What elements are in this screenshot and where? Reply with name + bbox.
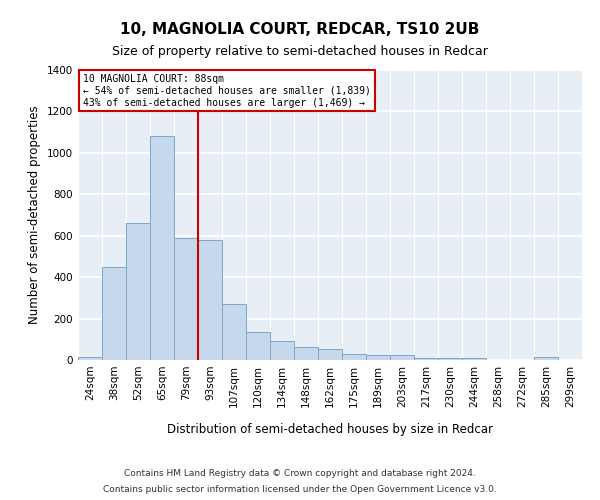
- Text: 10 MAGNOLIA COURT: 88sqm
← 54% of semi-detached houses are smaller (1,839)
43% o: 10 MAGNOLIA COURT: 88sqm ← 54% of semi-d…: [83, 74, 371, 108]
- Bar: [342, 354, 366, 360]
- Y-axis label: Number of semi-detached properties: Number of semi-detached properties: [28, 106, 41, 324]
- Bar: [78, 357, 102, 360]
- Text: Size of property relative to semi-detached houses in Redcar: Size of property relative to semi-detach…: [112, 45, 488, 58]
- Bar: [246, 332, 270, 360]
- Text: 10, MAGNOLIA COURT, REDCAR, TS10 2UB: 10, MAGNOLIA COURT, REDCAR, TS10 2UB: [121, 22, 479, 38]
- Text: Contains HM Land Registry data © Crown copyright and database right 2024.: Contains HM Land Registry data © Crown c…: [124, 469, 476, 478]
- Bar: [294, 346, 318, 360]
- Bar: [102, 267, 126, 360]
- Text: Contains public sector information licensed under the Open Government Licence v3: Contains public sector information licen…: [103, 485, 497, 494]
- Bar: [126, 224, 150, 360]
- Bar: [390, 355, 414, 360]
- Bar: [438, 358, 462, 360]
- Bar: [174, 238, 198, 360]
- Bar: [198, 240, 222, 360]
- Bar: [150, 136, 174, 360]
- Bar: [222, 304, 246, 360]
- Bar: [318, 348, 342, 360]
- Bar: [366, 355, 390, 360]
- Bar: [534, 357, 558, 360]
- Bar: [462, 358, 486, 360]
- Text: Distribution of semi-detached houses by size in Redcar: Distribution of semi-detached houses by …: [167, 422, 493, 436]
- Bar: [414, 358, 438, 360]
- Bar: [270, 342, 294, 360]
